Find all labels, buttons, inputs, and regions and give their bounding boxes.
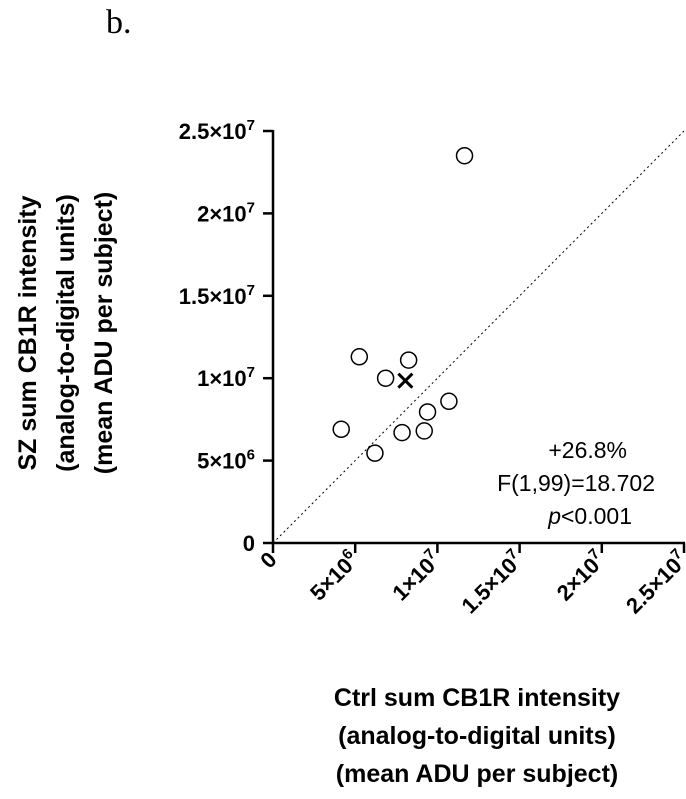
p-value-label: p<0.001 bbox=[547, 503, 632, 529]
y-tick-label-mantissa: 1×10 bbox=[197, 366, 247, 391]
x-tick-label-mantissa: 1.5×10 bbox=[457, 553, 523, 619]
x-tick-label: 1.5×107 bbox=[455, 545, 528, 618]
x-axis-title-line: (analog-to-digital units) bbox=[338, 722, 616, 750]
x-axis-title-line: (mean ADU per subject) bbox=[336, 760, 618, 788]
data-point bbox=[415, 422, 433, 440]
y-tick-label: 1×107 bbox=[197, 364, 255, 391]
y-tick-label-mantissa: 2.5×10 bbox=[179, 119, 247, 144]
stats-annotation: +26.8% F(1,99)=18.702 p<0.001 bbox=[497, 437, 655, 529]
mean-marker bbox=[397, 372, 414, 389]
x-axis-title-line: Ctrl sum CB1R intensity bbox=[334, 684, 620, 712]
x-tick-label-mantissa: 2.5×10 bbox=[621, 553, 686, 619]
p-symbol: p bbox=[547, 503, 561, 529]
y-tick-label-mantissa: 5×10 bbox=[197, 449, 247, 474]
data-point bbox=[418, 403, 437, 421]
y-tick-label: 2.5×107 bbox=[179, 117, 255, 144]
y-tick-label-exponent: 7 bbox=[247, 117, 255, 134]
y-tick-label: 1.5×107 bbox=[179, 282, 255, 309]
y-axis-title-line: SZ sum CB1R intensity bbox=[14, 195, 42, 470]
plot-area: 0 5×106 1×107 1.5×107 2×107 2.5×107 05×1061×1… bbox=[179, 117, 686, 618]
data-point bbox=[399, 351, 418, 369]
y-axis-title: SZ sum CB1R intensity (analog-to-digital … bbox=[14, 192, 118, 474]
percent-change-label: +26.8% bbox=[548, 437, 627, 463]
mean-marker-stroke bbox=[397, 372, 414, 389]
y-tick-label-mantissa: 0 bbox=[243, 531, 255, 556]
p-value-rest: <0.001 bbox=[561, 503, 632, 529]
y-axis-title-line: (mean ADU per subject) bbox=[90, 192, 118, 474]
data-point bbox=[332, 420, 350, 439]
x-ticks: 0 5×106 1×107 1.5×107 2×107 2.5×107 bbox=[255, 543, 686, 618]
data-points bbox=[332, 146, 474, 462]
identity-line bbox=[272, 130, 685, 544]
y-tick-label-exponent: 7 bbox=[247, 364, 255, 381]
data-point bbox=[350, 348, 369, 366]
y-tick-label-mantissa: 1.5×10 bbox=[179, 284, 247, 309]
y-tick-label-exponent: 7 bbox=[247, 199, 255, 216]
data-point bbox=[393, 423, 411, 442]
x-tick-label: 5×106 bbox=[304, 545, 364, 605]
y-tick-label: 0 bbox=[243, 531, 255, 556]
y-tick-label-exponent: 6 bbox=[247, 447, 255, 464]
x-tick-label: 1×107 bbox=[386, 545, 446, 605]
y-axis-title-line: (analog-to-digital units) bbox=[52, 194, 80, 472]
data-point bbox=[366, 444, 384, 462]
data-point bbox=[455, 146, 474, 165]
y-tick-label: 2×107 bbox=[197, 199, 255, 226]
y-tick-label-exponent: 7 bbox=[247, 282, 255, 299]
panel-label: b. bbox=[106, 4, 132, 41]
data-point bbox=[376, 369, 395, 387]
x-tick-label-mantissa: 0 bbox=[255, 547, 281, 573]
y-tick-label: 5×106 bbox=[197, 447, 255, 474]
x-tick-label: 2.5×107 bbox=[620, 545, 686, 618]
x-axis-title: Ctrl sum CB1R intensity (analog-to-digita… bbox=[334, 684, 620, 788]
x-tick-label: 0 bbox=[255, 547, 281, 573]
data-point bbox=[440, 392, 458, 411]
x-tick-label: 2×107 bbox=[550, 545, 610, 605]
f-statistic-label: F(1,99)=18.702 bbox=[497, 470, 655, 496]
y-tick-label-mantissa: 2×10 bbox=[197, 201, 247, 226]
